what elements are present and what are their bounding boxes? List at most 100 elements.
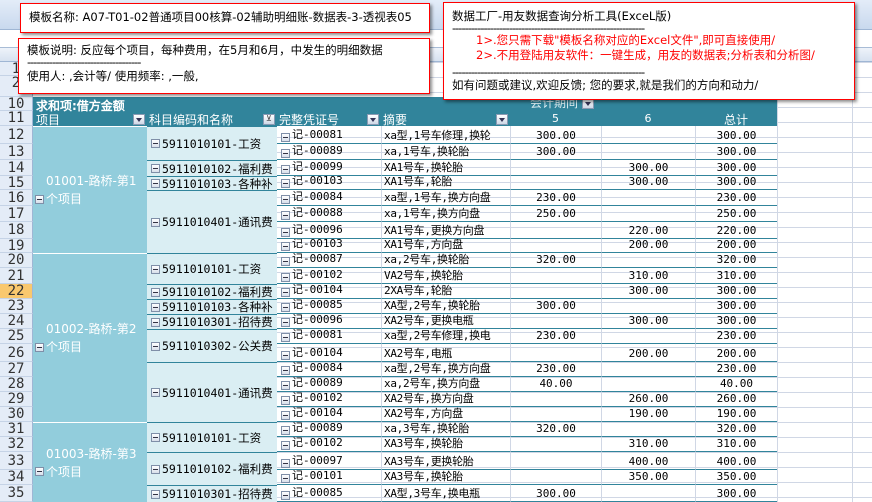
summary-cell[interactable]: XA2号车,电瓶 xyxy=(381,344,510,362)
summary-cell[interactable]: XA型,3号车,换电瓶 xyxy=(381,485,510,502)
project-cell[interactable]: 01002-路桥-第2个项目 xyxy=(33,253,147,422)
collapse-icon[interactable] xyxy=(281,242,290,251)
voucher-cell[interactable]: 记-00085 xyxy=(277,299,381,314)
collapse-icon[interactable] xyxy=(281,396,290,405)
period-6-value[interactable]: 310.00 xyxy=(601,437,695,452)
period-6-value[interactable]: 200.00 xyxy=(601,239,695,253)
collapse-icon[interactable] xyxy=(281,441,290,450)
subject-cell[interactable]: 5911010103-各种补 xyxy=(147,299,277,314)
total-value[interactable]: 300.00 xyxy=(695,144,777,160)
subject-cell[interactable]: 5911010401-通讯费 xyxy=(147,190,277,253)
row-header[interactable]: 22 xyxy=(0,284,33,299)
period-6-value[interactable] xyxy=(601,485,695,502)
voucher-cell[interactable]: 记-00104 xyxy=(277,284,381,299)
collapse-icon[interactable] xyxy=(151,388,160,397)
summary-cell[interactable]: XA2号车,换方向盘 xyxy=(381,392,510,407)
total-value[interactable]: 230.00 xyxy=(695,329,777,344)
period-6-value[interactable] xyxy=(601,253,695,268)
period-5-value[interactable]: 320.00 xyxy=(510,253,601,268)
period-5-value[interactable]: 300.00 xyxy=(510,144,601,160)
collapse-icon[interactable] xyxy=(151,217,160,227)
row-header[interactable]: 29 xyxy=(0,392,33,407)
collapse-icon[interactable] xyxy=(281,411,290,420)
total-value[interactable]: 300.00 xyxy=(695,176,777,190)
dropdown-icon[interactable] xyxy=(496,112,508,125)
summary-cell[interactable]: XA型,2号车,换轮胎 xyxy=(381,299,510,314)
period-5-value[interactable] xyxy=(510,222,601,239)
summary-cell[interactable]: xa,2号车,换方向盘 xyxy=(381,377,510,392)
subject-cell[interactable]: 5911010302-公关费 xyxy=(147,329,277,362)
total-value[interactable]: 260.00 xyxy=(695,392,777,407)
collapse-icon[interactable] xyxy=(281,491,290,500)
subject-cell[interactable]: 5911010102-福利费 xyxy=(147,160,277,176)
collapse-icon[interactable] xyxy=(151,317,160,327)
subject-cell[interactable]: 5911010102-福利费 xyxy=(147,284,277,299)
collapse-icon[interactable] xyxy=(281,426,290,435)
total-value[interactable]: 300.00 xyxy=(695,126,777,144)
total-value[interactable]: 300.00 xyxy=(695,160,777,176)
total-value[interactable]: 190.00 xyxy=(695,407,777,422)
period-6-value[interactable]: 350.00 xyxy=(601,470,695,485)
period-6-value[interactable]: 190.00 xyxy=(601,407,695,422)
row-header[interactable]: 23 xyxy=(0,299,33,314)
voucher-cell[interactable]: 记-00089 xyxy=(277,144,381,160)
period-5-value[interactable] xyxy=(510,160,601,176)
period-5-value[interactable] xyxy=(510,470,601,485)
total-value[interactable]: 300.00 xyxy=(695,284,777,299)
collapse-icon[interactable] xyxy=(281,257,290,266)
period-5-value[interactable]: 40.00 xyxy=(510,377,601,392)
subject-cell[interactable]: 5911010103-各种补 xyxy=(147,176,277,190)
collapse-icon[interactable] xyxy=(281,149,290,158)
total-value[interactable]: 40.00 xyxy=(695,377,777,392)
subject-cell[interactable]: 5911010101-工资 xyxy=(147,422,277,452)
voucher-cell[interactable]: 记-00103 xyxy=(277,176,381,190)
period-6-value[interactable] xyxy=(601,377,695,392)
template-description-box[interactable]: 模板说明: 反应每个项目，每种费用，在5月和6月，中发生的明细数据 ------… xyxy=(18,38,430,94)
voucher-cell[interactable]: 记-00081 xyxy=(277,126,381,144)
collapse-icon[interactable] xyxy=(281,228,290,237)
summary-cell[interactable]: XA3号车,换轮胎 xyxy=(381,470,510,485)
voucher-cell[interactable]: 记-00102 xyxy=(277,392,381,407)
summary-cell[interactable]: xa型,1号车修理,换轮 xyxy=(381,126,510,144)
collapse-icon[interactable] xyxy=(281,288,290,297)
collapse-icon[interactable] xyxy=(281,165,290,174)
subject-cell[interactable]: 5911010102-福利费 xyxy=(147,452,277,485)
period-6-value[interactable] xyxy=(601,190,695,206)
summary-cell[interactable]: XA3号车,换轮胎 xyxy=(381,437,510,452)
total-value[interactable]: 220.00 xyxy=(695,222,777,239)
voucher-cell[interactable]: 记-00087 xyxy=(277,253,381,268)
period-5-value[interactable]: 300.00 xyxy=(510,299,601,314)
voucher-cell[interactable]: 记-00096 xyxy=(277,222,381,239)
dropdown-icon[interactable] xyxy=(133,112,145,125)
row-header[interactable]: 28 xyxy=(0,377,33,392)
row-header[interactable]: 21 xyxy=(0,268,33,284)
row-header[interactable]: 30 xyxy=(0,407,33,422)
row-header[interactable]: 14 xyxy=(0,160,33,176)
total-value[interactable]: 300.00 xyxy=(695,314,777,329)
subject-cell[interactable]: 5911010301-招待费 xyxy=(147,314,277,329)
dropdown-icon[interactable] xyxy=(367,112,379,125)
row-header[interactable]: 24 xyxy=(0,314,33,329)
summary-cell[interactable]: xa型,1号车,换方向盘 xyxy=(381,190,510,206)
row-header[interactable]: 20 xyxy=(0,253,33,268)
project-cell[interactable]: 01001-路桥-第1个项目 xyxy=(33,126,147,253)
collapse-icon[interactable] xyxy=(281,179,290,188)
filter-icon[interactable] xyxy=(263,112,275,125)
row-header[interactable]: 31 xyxy=(0,422,33,437)
period-5-value[interactable]: 230.00 xyxy=(510,362,601,377)
period-5-value[interactable]: 320.00 xyxy=(510,422,601,437)
summary-cell[interactable]: xa型,2号车修理,换电 xyxy=(381,329,510,344)
row-header[interactable]: 11 xyxy=(0,111,33,126)
period-6-value[interactable] xyxy=(601,422,695,437)
row-header[interactable]: 34 xyxy=(0,470,33,485)
period-6-value[interactable]: 310.00 xyxy=(601,268,695,284)
collapse-icon[interactable] xyxy=(35,194,44,204)
period-5-value[interactable]: 300.00 xyxy=(510,485,601,502)
collapse-icon[interactable] xyxy=(151,433,160,442)
period-5-value[interactable] xyxy=(510,437,601,452)
summary-cell[interactable]: xa,3号车,换轮胎 xyxy=(381,422,510,437)
total-value[interactable]: 320.00 xyxy=(695,422,777,437)
row-header[interactable]: 35 xyxy=(0,485,33,502)
collapse-icon[interactable] xyxy=(281,459,290,468)
summary-cell[interactable]: XA3号车,更换轮胎 xyxy=(381,452,510,470)
